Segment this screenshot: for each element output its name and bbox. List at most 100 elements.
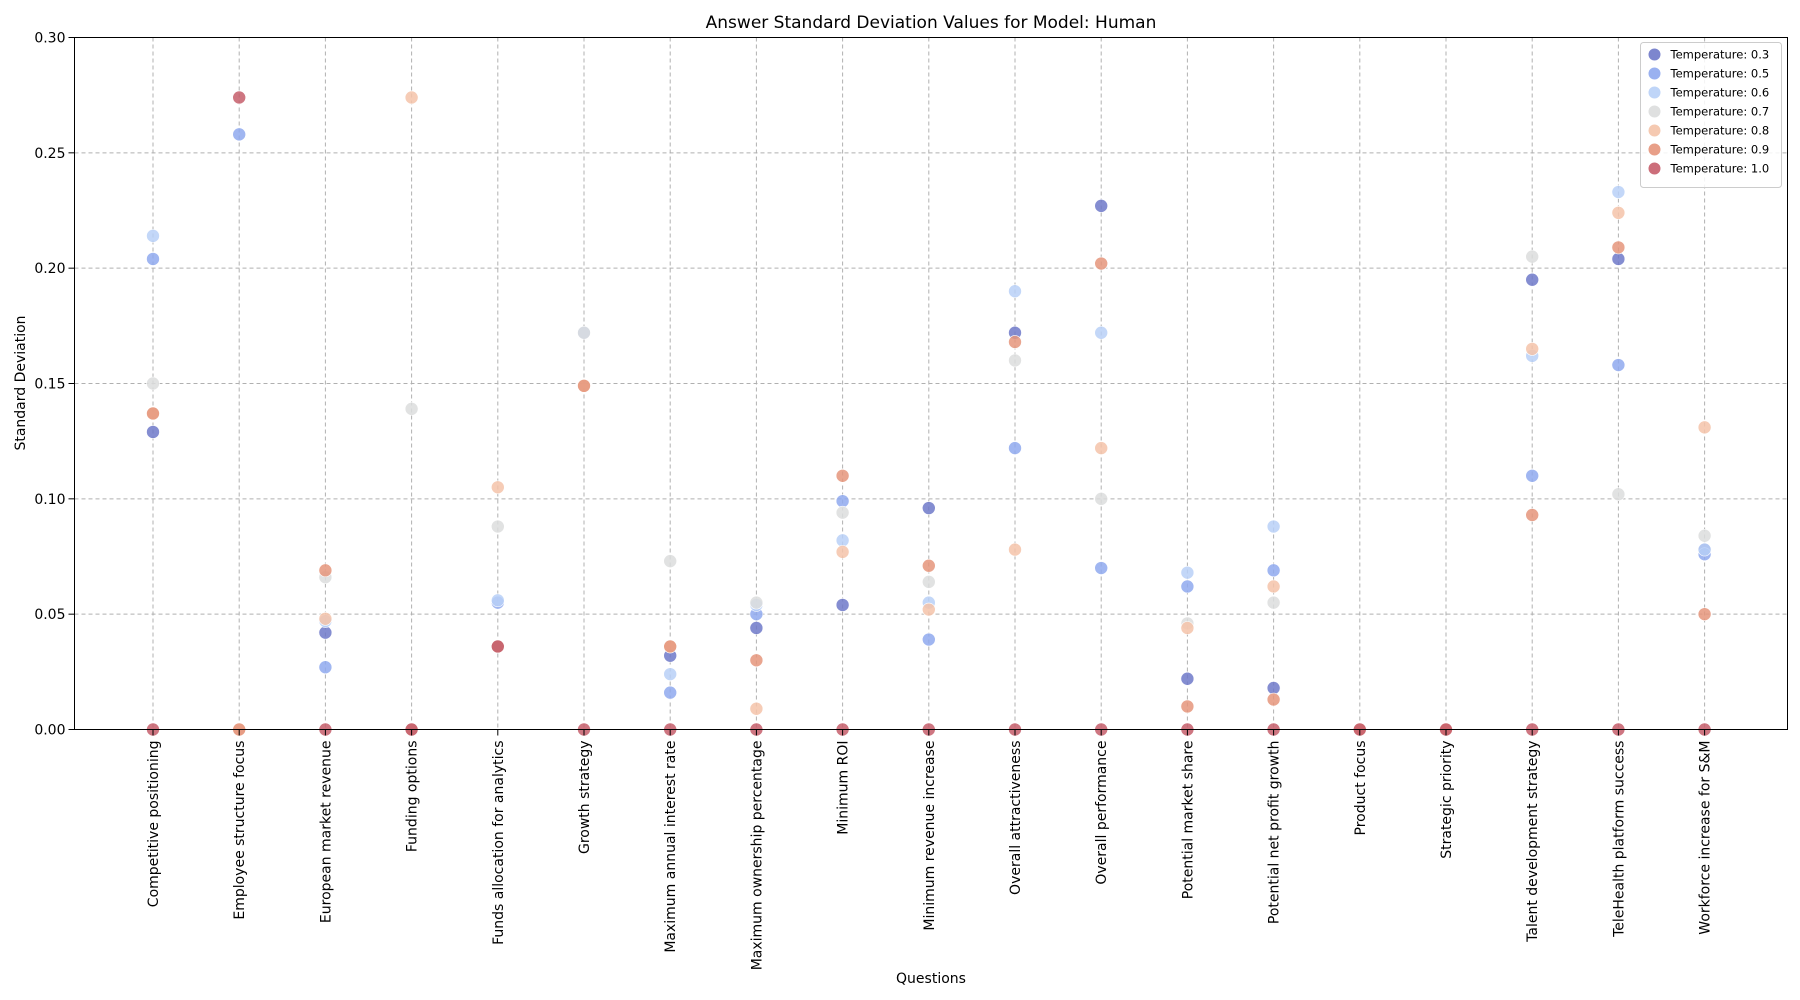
y-tick-label: 0.00 [34,723,65,739]
x-tick-label: Talent development strategy [1525,741,1541,943]
data-point [490,593,505,608]
points-layer [146,90,1712,737]
legend-label: Temperature: 0.6 [1670,86,1770,100]
data-point [490,639,505,654]
legend-marker [1648,143,1661,156]
data-point [318,625,333,640]
data-point [921,602,936,617]
data-point [835,533,850,548]
y-tick-label: 0.10 [34,492,65,508]
legend-marker [1648,67,1661,80]
x-tick-label: Minimum revenue increase [922,741,938,931]
data-point [318,563,333,578]
x-tick-label: TeleHealth platform success [1611,741,1627,938]
data-point [1611,185,1626,199]
data-point [1611,206,1626,220]
data-point [577,325,591,340]
data-point [921,558,936,573]
data-point [921,501,936,515]
data-point [663,639,678,654]
data-point [1180,671,1195,686]
x-tick-label: Overall performance [1094,741,1110,885]
x-tick-label: Funds allocation for analytics [491,741,507,945]
data-point [1266,519,1281,534]
data-point [749,701,764,716]
data-point [1611,240,1626,255]
data-point [835,468,850,483]
legend-marker [1648,105,1661,118]
legend-box [1640,42,1782,188]
x-tick-label: Funding options [405,741,421,853]
data-point [1266,563,1281,578]
data-point [1094,199,1108,213]
data-point [749,595,764,610]
x-tick-label: Growth strategy [577,741,593,855]
data-point [1611,358,1626,372]
data-point [318,611,333,626]
data-point [1008,284,1022,299]
data-point [835,598,850,612]
data-point [577,379,591,393]
x-tick-label: Potential market share [1180,741,1196,900]
data-point [1008,542,1022,557]
data-point [232,127,246,142]
data-point [146,229,160,243]
data-point [1008,353,1022,368]
x-axis: Competitive positioning Employee structur… [146,729,1714,971]
data-point [663,667,678,681]
y-axis: 0.00 0.05 0.10 0.15 0.20 0.25 0.30 [34,31,75,739]
x-tick-label: Workforce increase for S&M [1698,741,1714,935]
x-tick-label: Employee structure focus [232,741,248,920]
data-point [1180,565,1195,580]
data-point [1008,441,1022,455]
y-tick-label: 0.15 [34,377,65,393]
data-point [1008,335,1022,349]
data-point [663,554,678,568]
x-tick-label: Strategic priority [1439,741,1455,859]
data-point [1611,252,1626,266]
data-point [1697,420,1712,435]
data-point [1266,595,1281,610]
data-point [1180,621,1195,635]
data-point [1525,508,1539,522]
data-point [146,252,160,266]
data-point [490,480,505,495]
data-point [749,653,764,668]
data-point [1525,468,1539,483]
y-tick-label: 0.20 [34,261,65,277]
legend-label: Temperature: 1.0 [1670,162,1770,176]
legend-marker [1648,162,1661,175]
data-point [663,685,678,700]
data-point [835,494,850,508]
legend-label: Temperature: 0.8 [1670,124,1770,138]
chart-title: Answer Standard Deviation Values for Mod… [706,13,1157,33]
data-point [1180,579,1195,594]
x-tick-label: Competitive positioning [146,741,162,908]
x-tick-label: Potential net profit growth [1267,741,1283,925]
data-point [1697,607,1712,621]
data-point [146,425,160,439]
data-point [404,90,419,105]
data-point [1266,692,1281,707]
x-tick-label: European market revenue [318,741,334,924]
data-point [146,376,160,391]
legend-label: Temperature: 0.7 [1670,105,1770,119]
data-point [1266,681,1281,695]
data-point [1094,256,1108,271]
y-axis-title: Standard Deviation [13,315,29,450]
legend-marker [1648,48,1661,61]
data-point [1697,542,1712,557]
x-tick-label: Maximum ownership percentage [749,741,765,971]
data-point [490,519,505,534]
data-point [1525,249,1539,264]
data-point [1611,487,1626,502]
data-point [1180,699,1195,714]
data-point [835,505,850,520]
x-tick-label: Overall attractiveness [1008,741,1024,895]
data-point [1094,441,1108,455]
data-point [1094,325,1108,340]
data-point [1525,272,1539,287]
legend-label: Temperature: 0.9 [1670,143,1770,157]
